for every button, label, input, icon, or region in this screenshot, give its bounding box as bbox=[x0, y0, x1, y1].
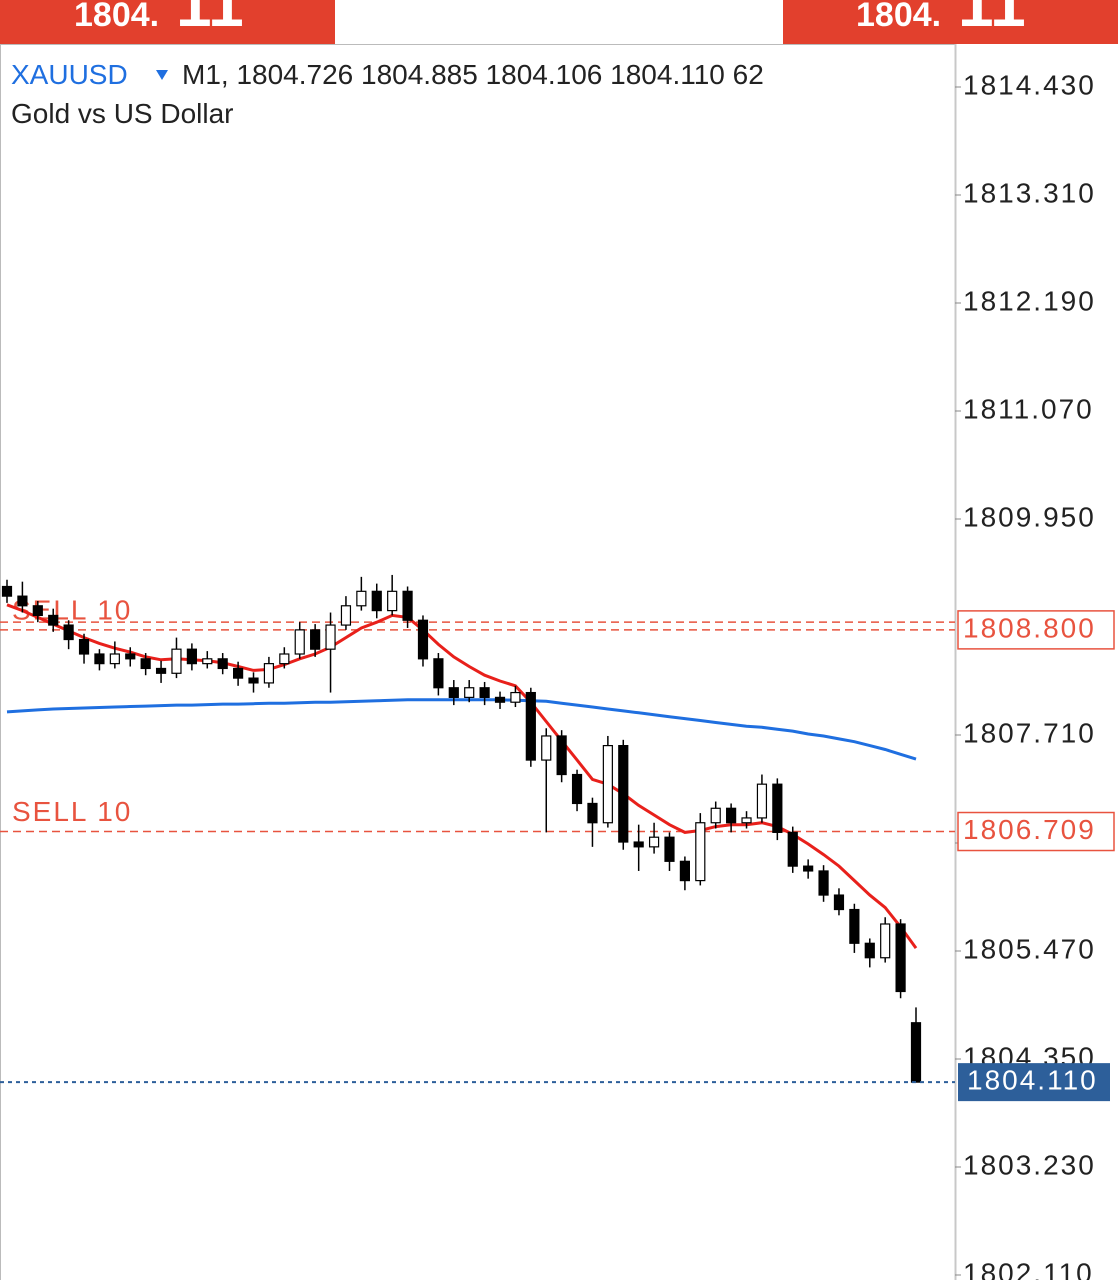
candle-body bbox=[880, 923, 891, 959]
candle-body bbox=[710, 807, 721, 824]
candle-body bbox=[325, 624, 336, 650]
buy-price-big: 11 bbox=[958, 0, 1026, 40]
current-price-tag bbox=[958, 1063, 1110, 1102]
y-tick-label: 1803.230 bbox=[963, 1149, 1096, 1180]
candle-body bbox=[294, 629, 305, 655]
candle-body bbox=[356, 590, 367, 607]
candle-body bbox=[171, 648, 182, 674]
candle-body bbox=[587, 802, 598, 824]
candle-body bbox=[402, 590, 413, 621]
candle-body bbox=[772, 783, 783, 833]
order-price-label: 1806.709 bbox=[963, 814, 1096, 845]
candle-body bbox=[186, 648, 197, 665]
candle-body bbox=[464, 687, 475, 698]
y-tick-label: 1805.470 bbox=[963, 933, 1096, 964]
order-price-tag bbox=[957, 610, 1115, 650]
y-tick-label: 1811.070 bbox=[963, 393, 1094, 424]
candle-body bbox=[248, 677, 259, 684]
candle-body bbox=[741, 817, 752, 824]
y-tick-label: 1807.710 bbox=[963, 717, 1096, 748]
order-label: SELL 10 bbox=[12, 796, 132, 827]
symbol-description: Gold vs US Dollar bbox=[11, 98, 234, 129]
candle-body bbox=[78, 638, 90, 655]
y-tick-label: 1813.310 bbox=[963, 177, 1096, 208]
sell-price-big: 11 bbox=[176, 0, 244, 40]
candle-body bbox=[541, 735, 552, 761]
candle-body bbox=[94, 653, 105, 665]
candle-body bbox=[479, 687, 490, 698]
moving-average bbox=[6, 698, 917, 761]
sell-button[interactable] bbox=[0, 0, 335, 44]
order-price-tag bbox=[957, 811, 1115, 852]
candle-body bbox=[217, 658, 228, 670]
overlay: XAUUSD M1, 1804.726 1804.885 1804.106 18… bbox=[11, 59, 764, 129]
y-tick-label: 1802.110 bbox=[963, 1257, 1094, 1280]
candle-body bbox=[494, 696, 506, 703]
candle-body bbox=[849, 908, 860, 944]
candle-body bbox=[756, 783, 768, 819]
candle-body bbox=[32, 605, 43, 617]
candle-body bbox=[279, 653, 290, 665]
candle-body bbox=[310, 629, 321, 650]
candle-body bbox=[433, 658, 444, 689]
candle-body bbox=[63, 624, 74, 641]
candle-body bbox=[910, 1022, 922, 1083]
candle-body bbox=[803, 865, 814, 872]
candle-body bbox=[571, 773, 583, 805]
lot-size[interactable]: 10 bbox=[540, 0, 578, 6]
candle-body bbox=[263, 663, 275, 684]
candle-body bbox=[602, 745, 613, 824]
candle-body bbox=[387, 590, 398, 612]
candle-body bbox=[648, 836, 660, 848]
buy-button[interactable] bbox=[783, 0, 1118, 44]
buy-price: 1804. bbox=[856, 0, 941, 34]
symbol-dropdown-icon[interactable] bbox=[156, 70, 168, 80]
candle-body bbox=[633, 841, 644, 848]
symbol[interactable]: XAUUSD bbox=[11, 59, 128, 90]
candle-body bbox=[895, 923, 906, 993]
candle-body bbox=[17, 595, 28, 607]
moving-average bbox=[6, 603, 918, 949]
order-price-label: 1808.800 bbox=[963, 612, 1096, 643]
y-tick-label: 1814.430 bbox=[963, 69, 1096, 100]
candle-body bbox=[618, 745, 629, 843]
y-tick-label: 1812.190 bbox=[963, 285, 1096, 316]
candle-body bbox=[510, 691, 521, 703]
candle-body bbox=[109, 653, 120, 665]
candle-body bbox=[787, 831, 798, 867]
candle-body bbox=[448, 687, 459, 698]
candle-body bbox=[417, 619, 429, 660]
candle-body bbox=[525, 691, 536, 761]
candle-body bbox=[1, 585, 13, 597]
candle-body bbox=[155, 667, 167, 674]
sell-price: 1804. bbox=[74, 0, 159, 34]
candle-body bbox=[818, 870, 829, 896]
candle-body bbox=[556, 735, 567, 776]
y-tick-label: 1809.950 bbox=[963, 501, 1096, 532]
candle-body bbox=[125, 653, 136, 660]
candle-body bbox=[202, 658, 213, 665]
candle-body bbox=[340, 605, 352, 626]
candle-body bbox=[679, 860, 690, 882]
candle-body bbox=[233, 667, 244, 679]
candle-body bbox=[664, 836, 675, 862]
order-label: SELL 10 bbox=[12, 594, 132, 625]
candle-body bbox=[726, 807, 737, 824]
ohlc-info: M1, 1804.726 1804.885 1804.106 1804.110 … bbox=[182, 59, 764, 90]
candle-body bbox=[864, 942, 875, 959]
candle-body bbox=[833, 894, 845, 911]
candle-body bbox=[695, 822, 706, 882]
candle-body bbox=[371, 590, 382, 612]
plot: 1814.430 1813.310 1812.190 1811.070 1809.950… bbox=[0, 69, 1115, 1280]
candle-body bbox=[48, 614, 59, 626]
candle-body bbox=[140, 658, 151, 670]
current-price-label: 1804.110 bbox=[967, 1065, 1098, 1096]
